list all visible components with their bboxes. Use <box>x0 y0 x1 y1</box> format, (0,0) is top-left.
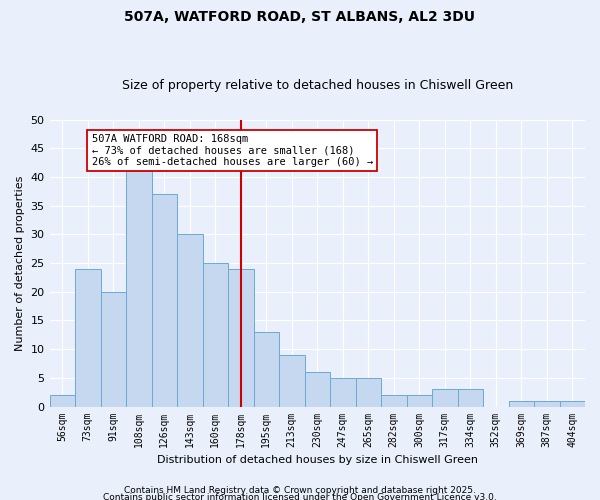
Text: 507A WATFORD ROAD: 168sqm
← 73% of detached houses are smaller (168)
26% of semi: 507A WATFORD ROAD: 168sqm ← 73% of detac… <box>92 134 373 167</box>
Bar <box>254 332 279 406</box>
Bar <box>509 401 534 406</box>
Bar <box>381 395 407 406</box>
Bar <box>305 372 330 406</box>
Text: 507A, WATFORD ROAD, ST ALBANS, AL2 3DU: 507A, WATFORD ROAD, ST ALBANS, AL2 3DU <box>125 10 476 24</box>
Bar <box>126 171 152 406</box>
X-axis label: Distribution of detached houses by size in Chiswell Green: Distribution of detached houses by size … <box>157 455 478 465</box>
Text: Contains HM Land Registry data © Crown copyright and database right 2025.: Contains HM Land Registry data © Crown c… <box>124 486 476 495</box>
Bar <box>534 401 560 406</box>
Bar <box>356 378 381 406</box>
Bar <box>177 234 203 406</box>
Bar <box>279 355 305 406</box>
Bar <box>407 395 432 406</box>
Bar <box>50 395 75 406</box>
Bar <box>203 263 228 406</box>
Bar <box>330 378 356 406</box>
Y-axis label: Number of detached properties: Number of detached properties <box>15 176 25 350</box>
Bar <box>101 292 126 406</box>
Bar <box>432 390 458 406</box>
Bar <box>228 269 254 406</box>
Text: Contains public sector information licensed under the Open Government Licence v3: Contains public sector information licen… <box>103 494 497 500</box>
Bar <box>75 269 101 406</box>
Title: Size of property relative to detached houses in Chiswell Green: Size of property relative to detached ho… <box>122 79 513 92</box>
Bar <box>152 194 177 406</box>
Bar <box>458 390 483 406</box>
Bar <box>560 401 585 406</box>
